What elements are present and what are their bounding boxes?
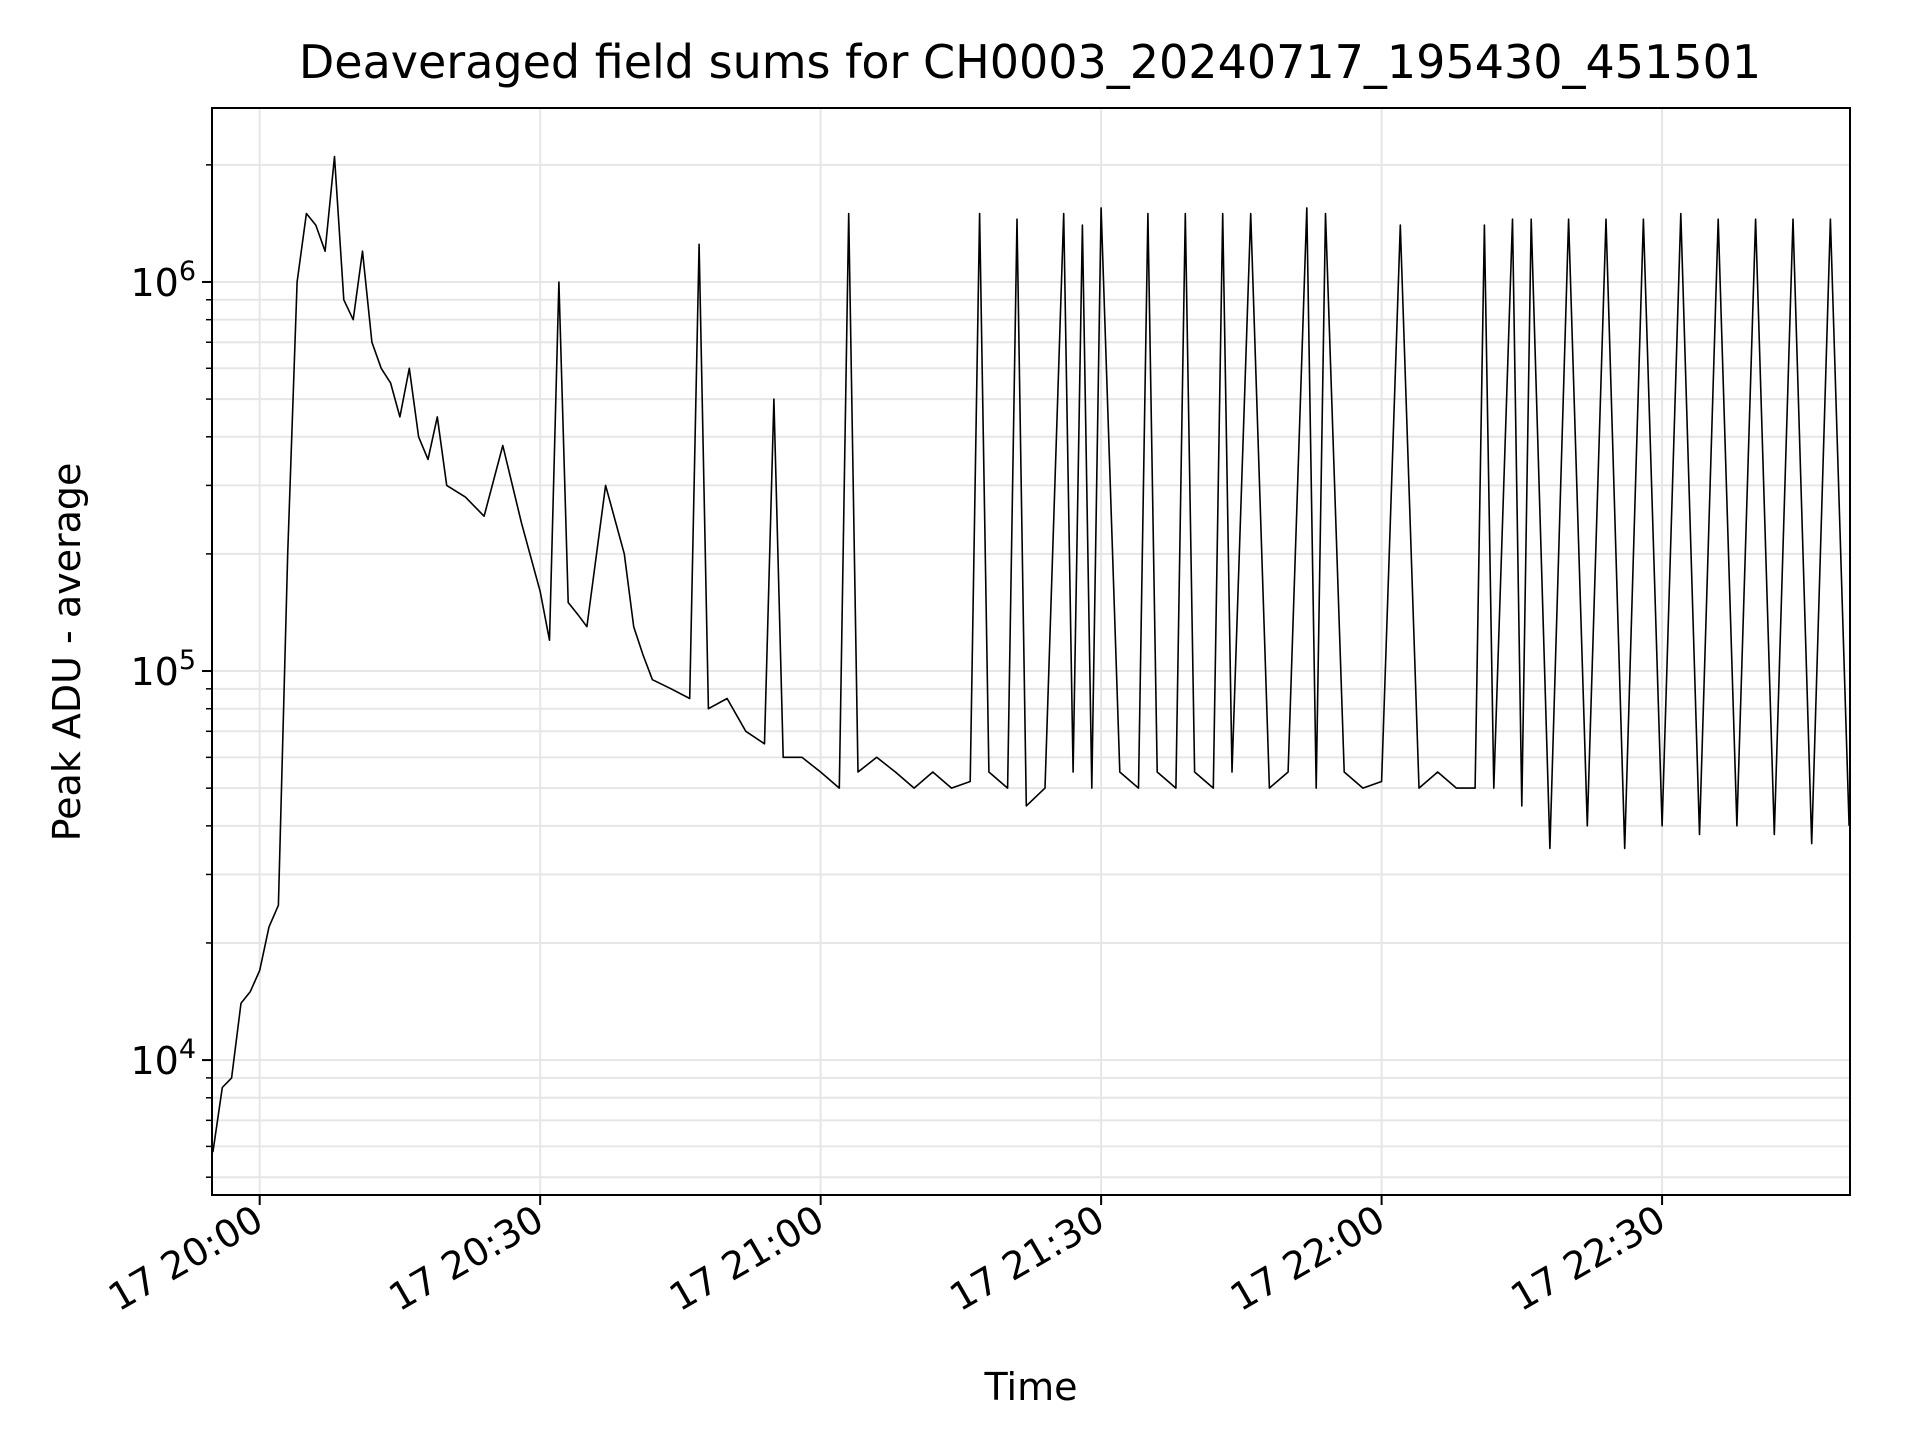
x-axis-label: Time xyxy=(984,1365,1078,1409)
y-tick-label: 105 xyxy=(130,645,196,694)
y-tick-label: 104 xyxy=(130,1034,196,1083)
grid-layer xyxy=(212,108,1850,1195)
series-line xyxy=(212,155,1850,1153)
y-axis-label: Peak ADU - average xyxy=(45,463,89,842)
plot-frame xyxy=(211,107,1851,1196)
y-tick-label: 106 xyxy=(130,256,196,305)
series-layer xyxy=(212,155,1850,1153)
chart-title: Deaveraged field sums for CH0003_2024071… xyxy=(299,35,1761,89)
